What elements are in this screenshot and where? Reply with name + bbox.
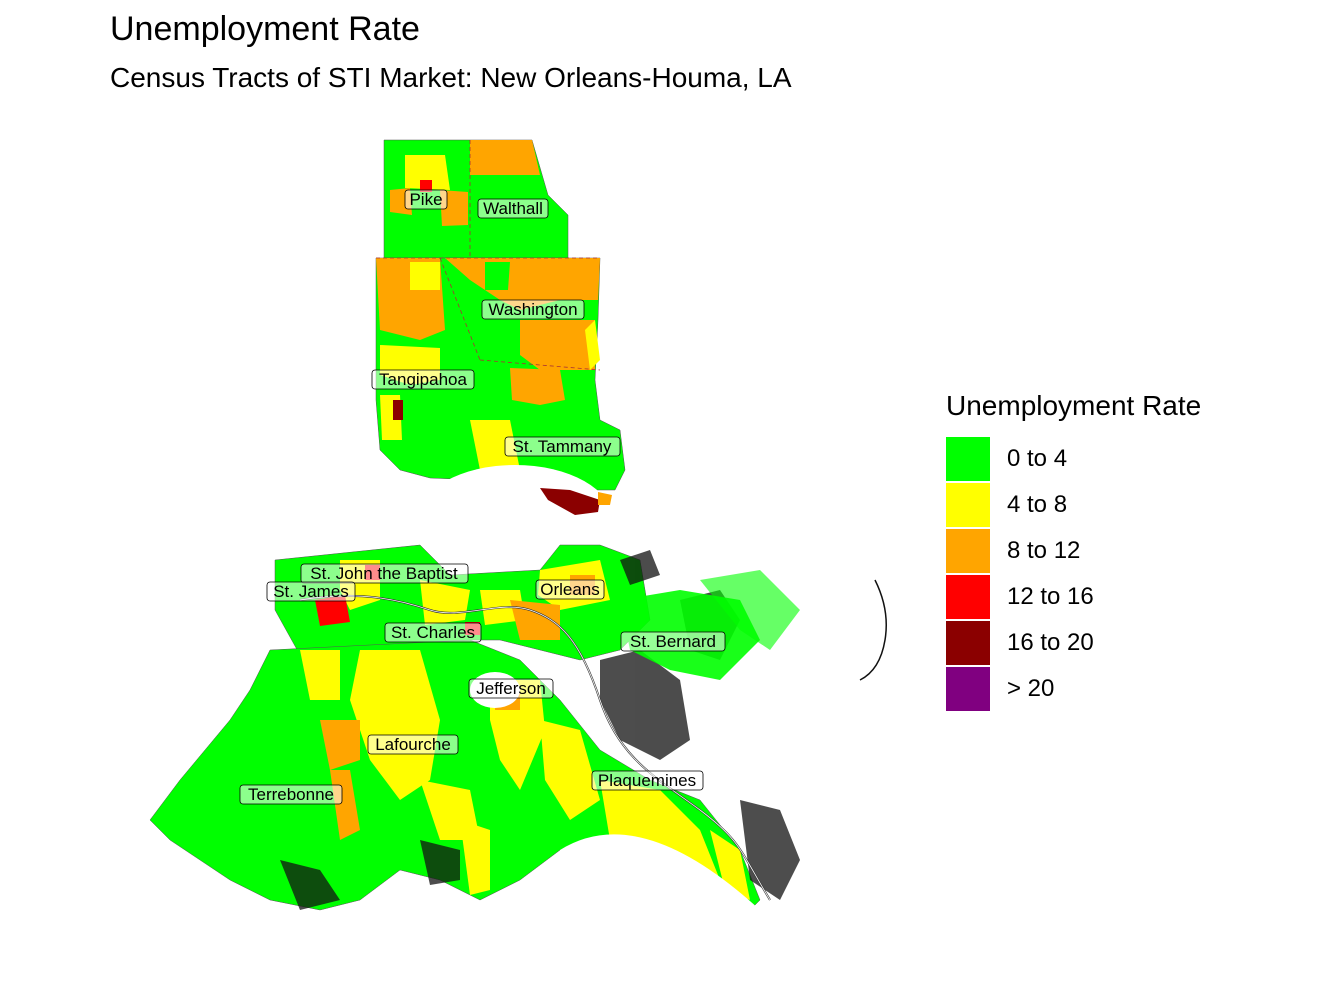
gulf-water [560, 834, 760, 960]
svg-text:Lafourche: Lafourche [375, 735, 451, 754]
map-legend: Unemployment Rate 0 to 4 4 to 8 8 to 12 12 … [946, 390, 1201, 712]
st-tammany-hotspot [540, 488, 600, 515]
legend-swatch [946, 529, 990, 573]
legend-label: 4 to 8 [1007, 491, 1068, 518]
svg-text:Jefferson: Jefferson [476, 679, 546, 698]
legend-label: > 20 [1007, 675, 1055, 702]
legend-swatch [946, 575, 990, 619]
legend-swatch [946, 437, 990, 481]
legend-item: 16 to 20 [946, 620, 1201, 666]
svg-text:Washington: Washington [488, 300, 577, 319]
county-label-plaquemines: Plaquemines [591, 770, 704, 791]
legend-title: Unemployment Rate [946, 390, 1202, 421]
svg-text:Plaquemines: Plaquemines [598, 771, 696, 790]
county-label-st-charles: St. Charles [384, 622, 482, 643]
county-label-st-john: St. John the Baptist [300, 563, 469, 584]
legend-label: 8 to 12 [1007, 537, 1081, 564]
county-label-st-bernard: St. Bernard [620, 631, 726, 652]
county-label-lafourche: Lafourche [367, 734, 459, 755]
legend-swatch [946, 621, 990, 665]
svg-text:St. Charles: St. Charles [391, 623, 475, 642]
svg-text:St. James: St. James [273, 582, 349, 601]
legend-swatch [946, 483, 990, 527]
county-label-jefferson: Jefferson [468, 678, 554, 699]
county-label-st-james: St. James [266, 581, 356, 602]
legend-item: 0 to 4 [946, 436, 1201, 482]
census-tract-map: Pike Walthall Washington Tangipahoa St. … [149, 139, 887, 960]
svg-text:St. Tammany: St. Tammany [513, 437, 612, 456]
county-label-terrebonne: Terrebonne [239, 784, 343, 805]
county-label-orleans: Orleans [535, 579, 605, 600]
county-label-st-tammany: St. Tammany [504, 436, 621, 457]
svg-text:Pike: Pike [409, 190, 442, 209]
legend-swatch [946, 667, 990, 711]
county-label-pike: Pike [404, 189, 448, 210]
svg-text:St. John the Baptist: St. John the Baptist [310, 564, 458, 583]
svg-text:St. Bernard: St. Bernard [630, 632, 716, 651]
legend-label: 0 to 4 [1007, 445, 1068, 472]
legend-label: 16 to 20 [1007, 629, 1094, 656]
washington-tangipahoa-region [375, 257, 626, 491]
chart-subtitle: Census Tracts of STI Market: New Orleans… [110, 62, 792, 93]
legend-item: 4 to 8 [946, 482, 1201, 528]
svg-text:Terrebonne: Terrebonne [248, 785, 334, 804]
legend-item: 8 to 12 [946, 528, 1201, 574]
svg-text:Walthall: Walthall [483, 199, 543, 218]
legend-item: > 20 [946, 666, 1201, 712]
svg-text:Tangipahoa: Tangipahoa [379, 370, 467, 389]
svg-text:Orleans: Orleans [540, 580, 600, 599]
legend-label: 12 to 16 [1007, 583, 1094, 610]
county-label-tangipahoa: Tangipahoa [371, 369, 475, 390]
chart-title: Unemployment Rate [110, 10, 420, 48]
legend-item: 12 to 16 [946, 574, 1201, 620]
chandeleur-islands [859, 579, 887, 681]
county-label-walthall: Walthall [477, 198, 549, 219]
county-label-washington: Washington [481, 299, 585, 320]
